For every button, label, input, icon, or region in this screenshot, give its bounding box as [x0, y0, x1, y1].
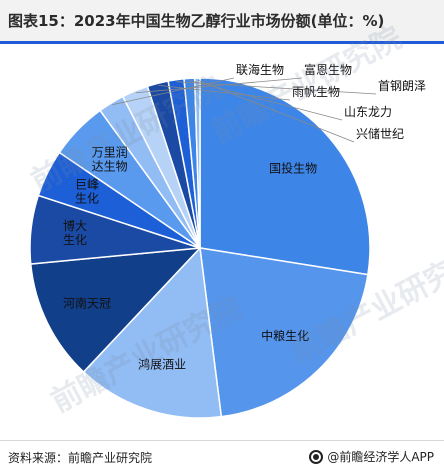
- pie-label: 国投生物: [269, 161, 317, 176]
- chart-area: 国投生物中粮生化鸿展酒业 河南天冠 博大生化 巨峰生化 万里润达生物 联海生物 富恩生物雨帆…: [0, 46, 444, 436]
- pie-slice-13: [193, 77, 201, 249]
- footer: 资料来源：前瞻产业研究院 @前瞻经济学人APP: [0, 440, 444, 474]
- pie-label: 中粮生化: [261, 328, 309, 343]
- pie-label: 雨帆生物: [292, 84, 340, 99]
- pie-slices: [29, 77, 371, 419]
- pie-label: 鸿展酒业: [138, 357, 186, 371]
- pie-label: 联海生物: [236, 62, 284, 77]
- pie-slice-2: [199, 247, 369, 418]
- brand-credit: @前瞻经济学人APP: [309, 448, 434, 465]
- pie-slice-1: [199, 77, 371, 276]
- brand-text: @前瞻经济学人APP: [327, 450, 434, 464]
- leader-line: [112, 77, 235, 106]
- source-note: 资料来源：前瞻产业研究院: [8, 451, 153, 465]
- pie-slice-4: [29, 247, 202, 373]
- pie-label: 富恩生物: [304, 62, 352, 77]
- pie-label: 山东龙力: [344, 105, 392, 119]
- leader-line: [176, 81, 377, 95]
- pie-slice-3: [82, 246, 223, 419]
- pie-label: 巨峰生化: [75, 178, 99, 206]
- leader-line: [158, 84, 291, 101]
- pie-label: 博大生化: [63, 218, 87, 247]
- pie-label: 河南天冠: [63, 295, 111, 310]
- title-bar: 图表15：2023年中国生物乙醇行业市场份额(单位：%): [0, 0, 444, 44]
- pie-label: 首钢朗泽: [378, 79, 426, 93]
- leader-line: [135, 77, 303, 94]
- pie-label: 万里润达生物: [92, 145, 128, 173]
- leader-line: [197, 79, 355, 143]
- pie-leader-lines: [112, 77, 377, 143]
- brand-logo-icon: [309, 449, 324, 464]
- chart-title: 图表15：2023年中国生物乙醇行业市场份额(单位：%): [8, 12, 385, 30]
- pie-label: 兴储世纪: [356, 126, 404, 141]
